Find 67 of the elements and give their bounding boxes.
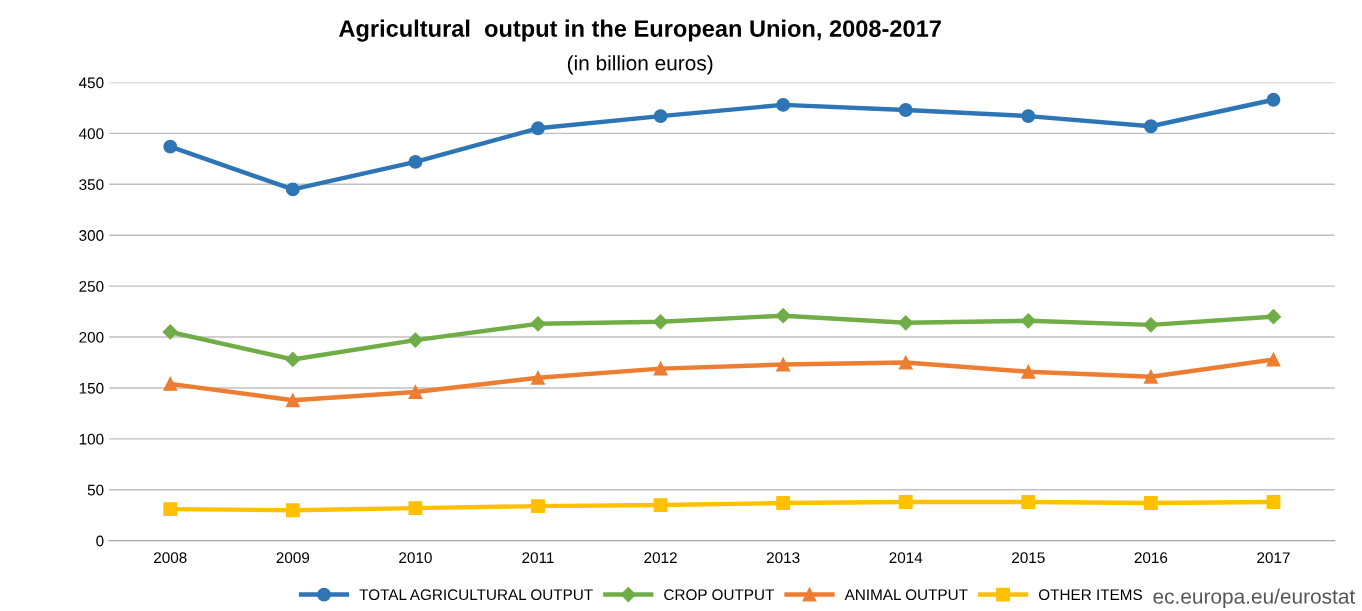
point — [653, 498, 668, 513]
y-tick-label: 100 — [79, 433, 104, 445]
y-tick-label: 350 — [79, 179, 104, 190]
x-tick-label: 2016 — [1134, 552, 1168, 564]
point — [285, 503, 300, 518]
text: ec.europa.eu/eurostat — [1153, 588, 1356, 608]
x-tick-label: 2017 — [1257, 552, 1290, 564]
y-tick-label: 50 — [87, 484, 104, 496]
point — [285, 351, 301, 368]
y-tick-label: 0 — [96, 535, 104, 547]
point — [776, 357, 791, 372]
point — [1021, 109, 1036, 124]
point — [1265, 309, 1282, 325]
point — [1143, 369, 1158, 384]
x-tick-label: 2013 — [766, 552, 800, 564]
x-tick-label: 2010 — [399, 552, 432, 564]
point — [163, 376, 178, 391]
point — [408, 154, 423, 169]
point — [285, 393, 300, 408]
point — [1143, 317, 1159, 333]
x-tick-label: 2014 — [889, 552, 923, 564]
point — [531, 121, 545, 136]
point — [407, 332, 423, 348]
legend-label: OTHER ITEMS — [1038, 589, 1142, 601]
point — [898, 355, 913, 370]
point — [776, 97, 791, 112]
y-tick-label: 200 — [79, 331, 104, 343]
point — [1021, 495, 1036, 509]
point — [1266, 495, 1281, 509]
point — [1266, 92, 1281, 107]
legend-label: CROP OUTPUT — [664, 589, 774, 601]
y-tick-label: 150 — [79, 382, 104, 394]
point — [531, 499, 545, 514]
point — [163, 502, 178, 517]
point — [530, 316, 546, 332]
point — [1143, 496, 1158, 511]
y-tick-label: 400 — [78, 128, 104, 140]
point — [1266, 352, 1281, 367]
chart-subtitle: (in billion euros) — [567, 55, 713, 75]
legend-label: ANIMAL OUTPUT — [844, 589, 968, 601]
y-tick-label: 300 — [79, 230, 104, 241]
point — [285, 182, 300, 197]
x-tick-label: 2012 — [644, 552, 677, 564]
point — [653, 361, 668, 376]
point — [1021, 364, 1036, 379]
point — [775, 308, 791, 324]
point — [898, 315, 914, 331]
point — [408, 385, 423, 400]
point — [1143, 119, 1158, 134]
x-tick-label: 2008 — [154, 552, 187, 564]
point — [408, 501, 423, 516]
x-tick-label: 2009 — [276, 552, 310, 564]
point — [652, 314, 669, 330]
point — [653, 109, 668, 124]
y-tick-label: 450 — [78, 77, 104, 89]
legend-label: TOTAL AGRICULTURAL OUTPUT — [359, 589, 593, 601]
point — [1020, 313, 1036, 329]
point — [898, 495, 913, 509]
x-tick-label: 2015 — [1012, 552, 1045, 564]
point — [162, 324, 178, 340]
y-tick-label: 250 — [79, 281, 104, 292]
point — [898, 103, 913, 117]
chart-title: Agricultural output in the European Union, 2008-2017 — [339, 19, 941, 42]
point — [163, 139, 178, 154]
point — [776, 496, 791, 511]
point — [531, 370, 545, 385]
x-tick-label: 2011 — [522, 552, 554, 564]
